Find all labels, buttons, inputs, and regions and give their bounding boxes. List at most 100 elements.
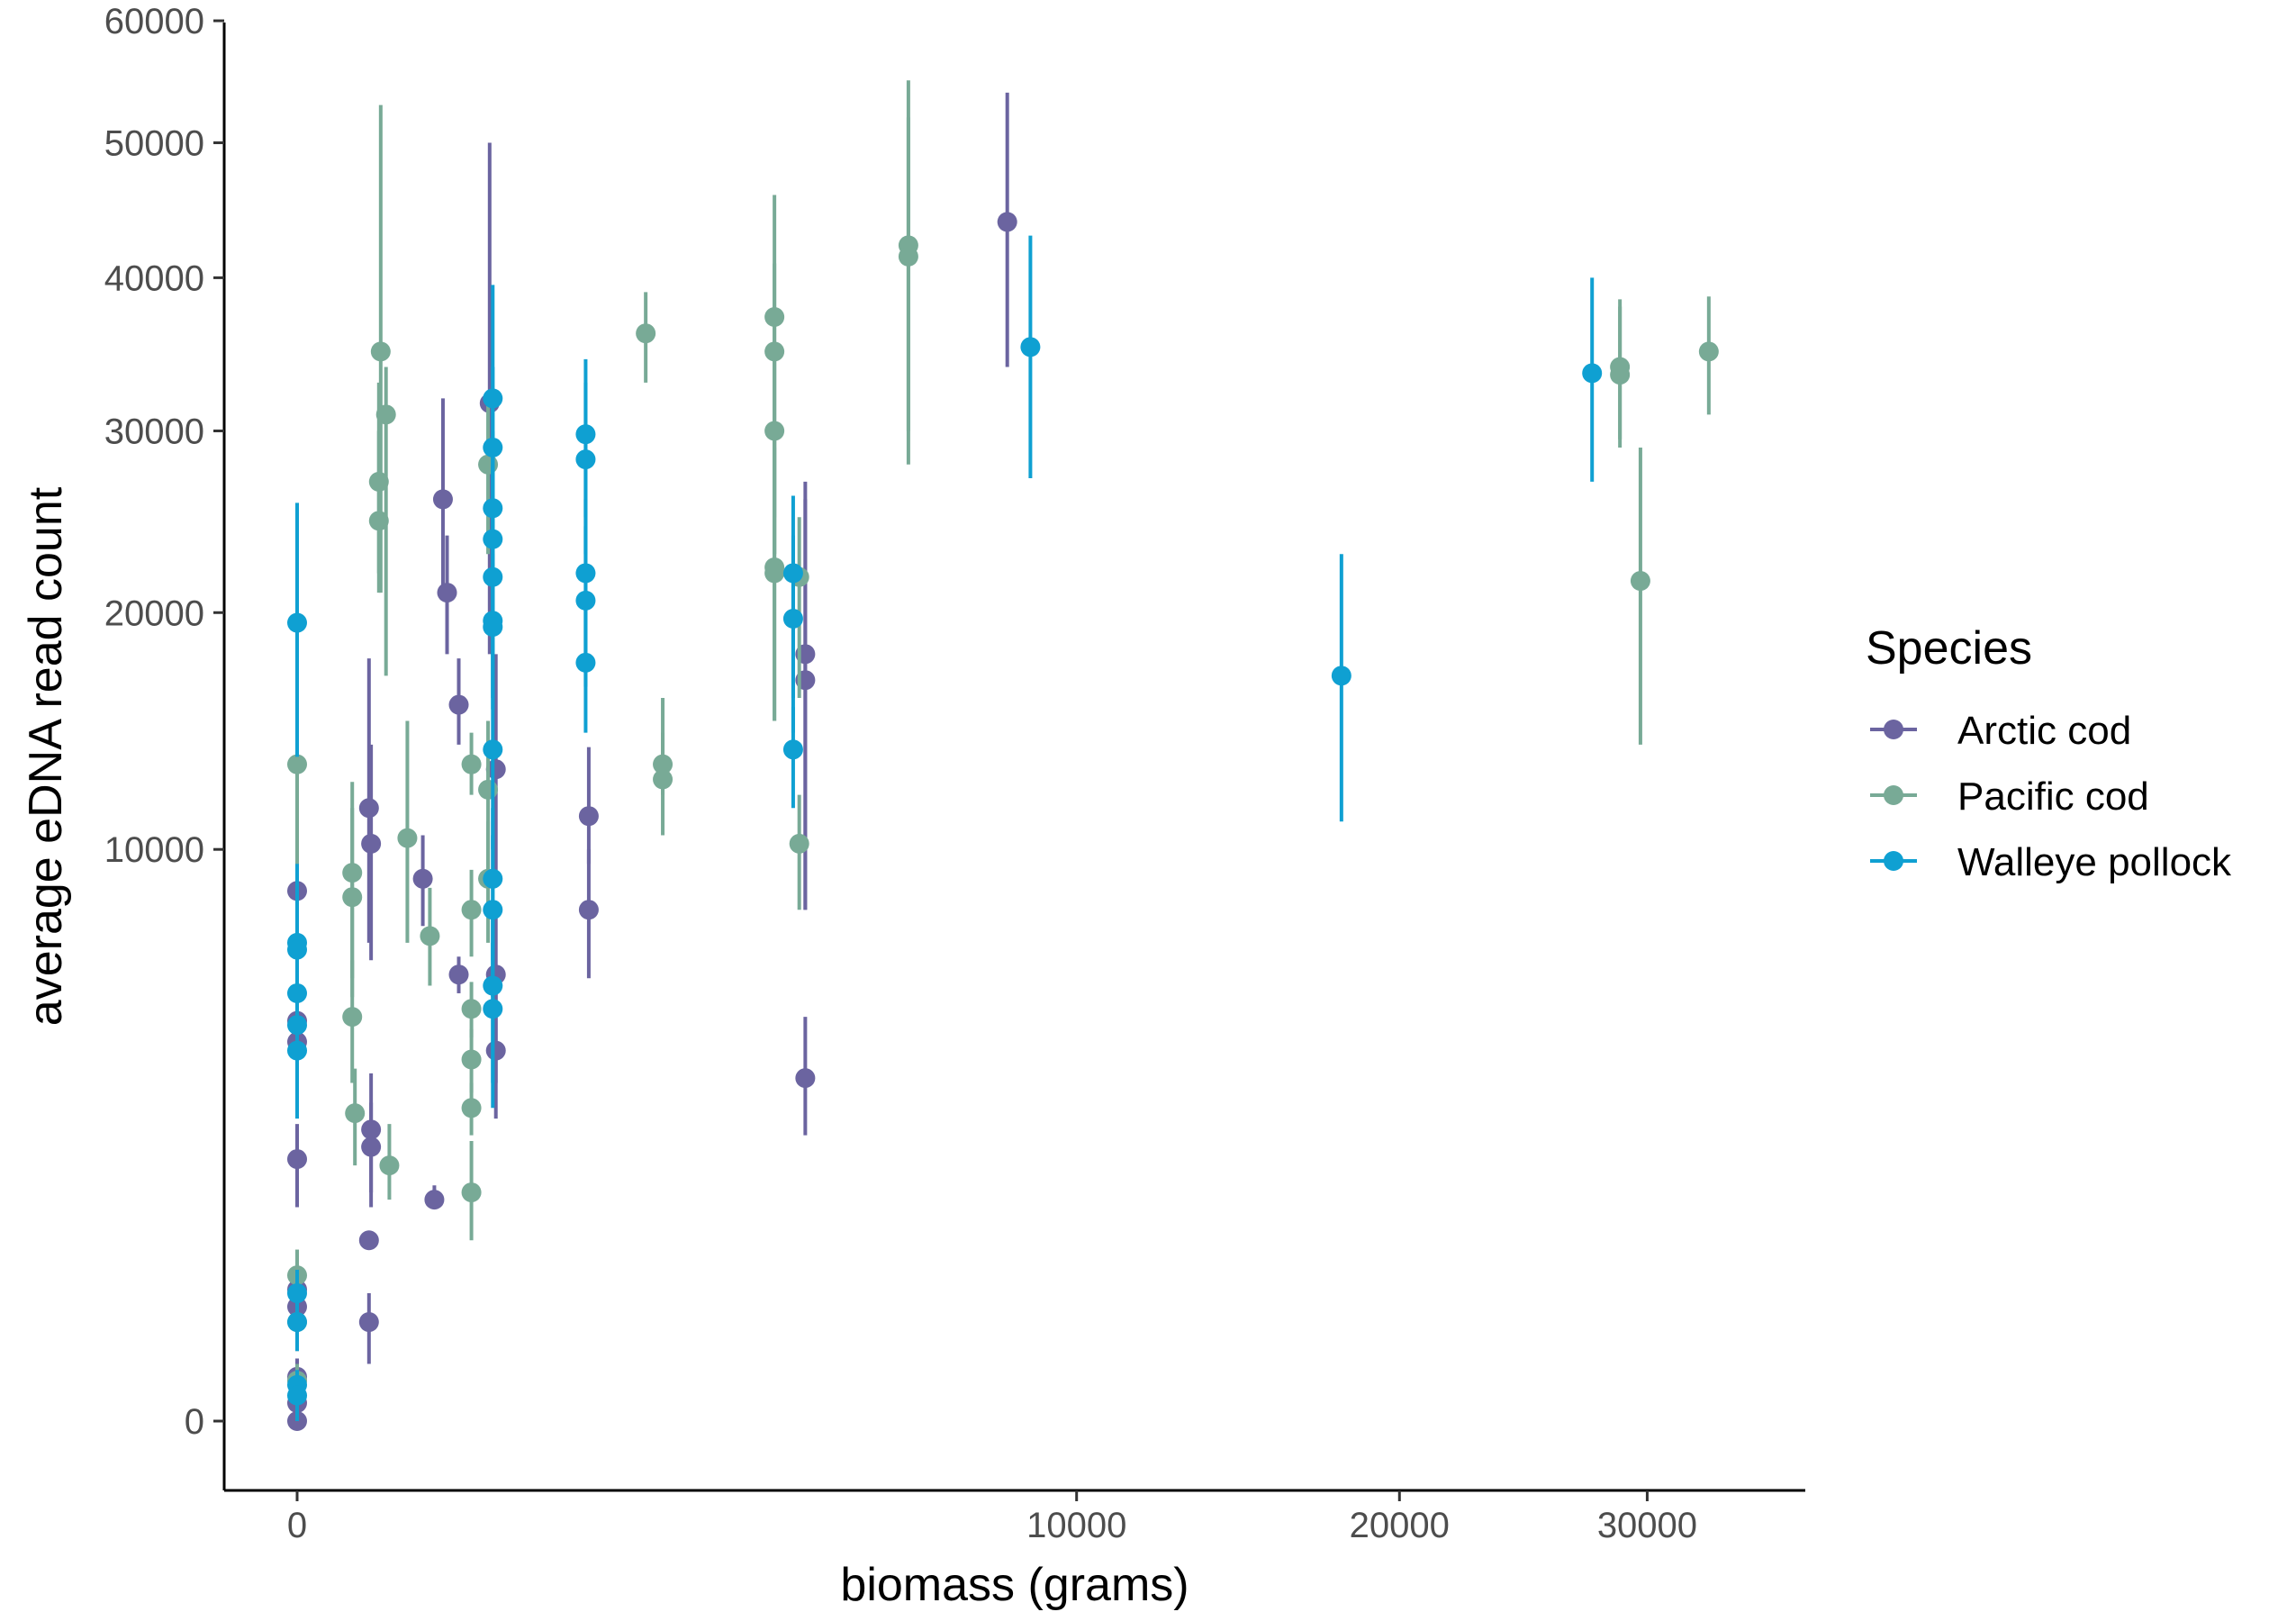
y-tick-label: 0 (185, 1402, 204, 1442)
legend-key-point (1884, 785, 1903, 805)
data-point (287, 754, 307, 774)
data-point (483, 617, 503, 638)
data-point (1610, 365, 1631, 385)
data-point (483, 498, 503, 519)
legend-key-point (1884, 851, 1903, 871)
data-point (782, 739, 803, 760)
y-tick-label: 60000 (104, 2, 204, 41)
legend-label: Pacific cod (1957, 774, 2149, 819)
data-point (578, 806, 599, 827)
data-point (287, 939, 307, 960)
legend-item-arctic-cod: Arctic cod (1870, 709, 2131, 753)
legend-item-pacific-cod: Pacific cod (1870, 774, 2149, 819)
data-point (782, 609, 803, 629)
legend-key-point (1884, 720, 1903, 739)
data-point (461, 754, 482, 774)
data-point (789, 833, 809, 854)
data-point (437, 583, 457, 603)
data-point (358, 1312, 379, 1333)
data-point (483, 566, 503, 587)
data-point (478, 454, 499, 475)
data-point (1698, 341, 1719, 362)
data-point (764, 421, 785, 441)
legend-label: Walleye pollock (1957, 840, 2232, 884)
y-axis-title: average eDNA read count (20, 486, 72, 1026)
data-layer (287, 80, 1719, 1431)
data-point (361, 1119, 382, 1140)
data-point (764, 563, 785, 584)
data-point (764, 306, 785, 327)
data-point (636, 323, 656, 344)
data-point (575, 424, 596, 445)
data-point (368, 511, 389, 531)
data-point (287, 612, 307, 633)
data-point (287, 983, 307, 1003)
data-point (898, 246, 918, 267)
data-point (420, 926, 440, 946)
x-tick-label: 30000 (1597, 1506, 1697, 1545)
y-tick-label: 10000 (104, 830, 204, 870)
data-point (287, 1283, 307, 1304)
data-point (578, 900, 599, 920)
data-point (448, 964, 469, 985)
data-point (483, 529, 503, 549)
y-tick-label: 40000 (104, 258, 204, 298)
data-point (478, 779, 499, 800)
data-point (764, 341, 785, 362)
data-point (795, 1068, 816, 1089)
data-point (483, 388, 503, 409)
data-point (483, 999, 503, 1019)
data-point (461, 1182, 482, 1203)
data-point (483, 739, 503, 760)
data-point (368, 471, 389, 492)
data-point (342, 1007, 363, 1028)
data-point (575, 449, 596, 470)
data-point (342, 887, 363, 908)
data-point (1630, 571, 1650, 592)
data-point (1331, 666, 1351, 686)
data-point (461, 1098, 482, 1118)
data-point (287, 1040, 307, 1061)
data-point (397, 828, 418, 848)
data-point (461, 999, 482, 1019)
data-point (370, 341, 391, 362)
data-point (375, 404, 396, 425)
data-point (342, 863, 363, 883)
data-point (345, 1103, 366, 1124)
legend: Species Arctic cod Pacific cod Walleye pol… (1866, 622, 2232, 884)
x-tick-label: 20000 (1350, 1506, 1450, 1545)
data-point (448, 694, 469, 715)
data-point (461, 1049, 482, 1070)
data-point (412, 868, 433, 889)
y-tick-label: 50000 (104, 124, 204, 164)
data-point (287, 1149, 307, 1170)
y-tick-label: 30000 (104, 412, 204, 451)
data-point (461, 900, 482, 920)
y-tick-label: 20000 (104, 593, 204, 633)
x-axis-ticks: 0 10000 20000 30000 (287, 1490, 1697, 1545)
data-point (432, 489, 453, 510)
data-point (361, 1137, 382, 1157)
data-point (653, 769, 673, 790)
legend-title: Species (1866, 622, 2032, 675)
data-point (379, 1155, 400, 1176)
legend-label: Arctic cod (1957, 709, 2131, 753)
y-axis-ticks: 0 10000 20000 30000 40000 50000 60000 (104, 2, 224, 1442)
series-walleye-pollock (287, 235, 1603, 1421)
data-point (424, 1190, 445, 1210)
data-point (1020, 337, 1041, 358)
data-point (485, 759, 506, 780)
x-axis-title: biomass (grams) (840, 1559, 1189, 1611)
data-point (997, 212, 1017, 232)
data-point (653, 754, 673, 774)
data-point (1582, 363, 1603, 384)
x-tick-label: 0 (287, 1506, 307, 1545)
data-point (358, 1230, 379, 1251)
data-point (483, 437, 503, 457)
data-point (485, 1040, 506, 1061)
data-point (483, 900, 503, 920)
data-point (483, 868, 503, 889)
data-point (483, 975, 503, 996)
data-point (361, 833, 382, 854)
